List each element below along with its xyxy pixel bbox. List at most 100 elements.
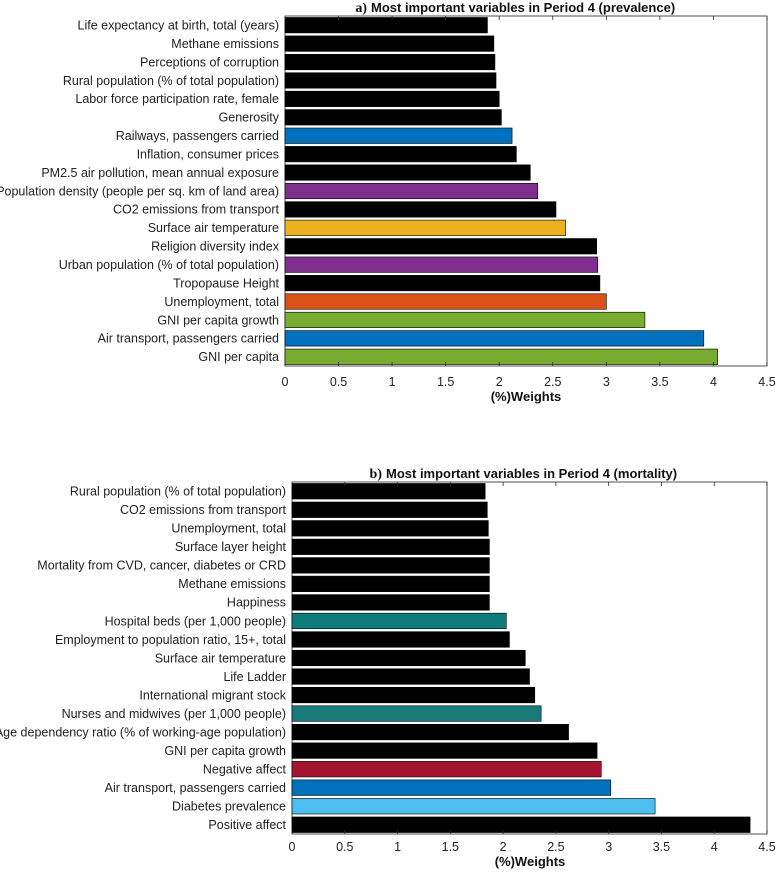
chart-a-bar-18 [284, 330, 705, 347]
chart-a-category-label-19: GNI per capita [198, 350, 279, 364]
chart-b-bar-11 [291, 668, 530, 685]
chart-a-category-label-9: PM2.5 air pollution, mean annual exposur… [41, 166, 279, 180]
chart-a-category-label-4: Rural population (% of total population) [63, 74, 279, 88]
chart-a-bar-2 [284, 35, 495, 52]
chart-a-x-ticks: 0 0.5 1 1.5 2 2.5 3 3.5 4 4.5 [282, 16, 776, 389]
chart-a-bar-13 [284, 238, 597, 255]
chart-b-title: Most important variables in Period 4 (mo… [386, 466, 677, 481]
chart-b-category-label-12: International migrant stock [139, 688, 286, 702]
chart-a-bar-1 [284, 17, 488, 34]
chart-b-bar-13 [291, 705, 542, 722]
chart-a-category-label-7: Railways, passengers carried [116, 129, 279, 143]
chart-a-bar-3 [284, 54, 496, 71]
chart-b-category-label-15: GNI per capita growth [164, 744, 286, 758]
chart-a-x-axis-title: (%)Weights [491, 389, 562, 404]
chart-a: a) Most important variables in Period 4 … [0, 0, 776, 404]
chart-b-x-tick-label-2: 0.5 [336, 840, 353, 854]
chart-a-bar-10 [284, 182, 539, 200]
chart-a-x-tick-label-10: 4.5 [758, 375, 775, 389]
chart-b-x-tick-label-4: 1.5 [442, 840, 459, 854]
chart-b-category-label-11: Life Ladder [223, 670, 286, 684]
chart-a-category-label-3: Perceptions of corruption [140, 55, 279, 69]
chart-a-x-tick-label-9: 4 [710, 375, 717, 389]
chart-b-category-label-5: Mortality from CVD, cancer, diabetes or … [37, 559, 286, 573]
chart-a-category-labels: Life expectancy at birth, total (years) M… [0, 19, 280, 365]
chart-a-category-label-17: GNI per capita growth [157, 313, 279, 327]
chart-b-x-tick-label-3: 1 [394, 840, 401, 854]
chart-a-bar-14 [284, 256, 599, 273]
chart-b-bar-8 [291, 612, 507, 630]
chart-b-category-label-19: Positive affect [208, 818, 286, 832]
chart-b-bars [291, 483, 751, 833]
chart-a-category-label-5: Labor force participation rate, female [75, 92, 279, 106]
chart-b: b) Most important variables in Period 4 … [0, 466, 776, 869]
chart-a-category-label-18: Air transport, passengers carried [98, 332, 279, 346]
chart-b-bar-1 [291, 483, 486, 500]
chart-a-category-label-10: Population density (people per sq. km of… [0, 184, 279, 198]
chart-b-panel-letter: b) [370, 467, 383, 482]
chart-b-category-label-3: Unemployment, total [171, 522, 286, 536]
chart-b-bar-12 [291, 686, 536, 704]
chart-b-bar-5 [291, 557, 490, 574]
chart-b-bar-18 [291, 798, 656, 815]
chart-a-bar-11 [284, 201, 557, 218]
chart-b-x-axis-title: (%)Weights [495, 854, 566, 869]
chart-b-x-tick-label-7: 3 [605, 840, 612, 854]
chart-a-bar-6 [284, 109, 502, 126]
chart-a-bar-4 [284, 72, 497, 89]
chart-a-bar-7 [284, 127, 513, 144]
chart-b-bar-4 [291, 538, 490, 555]
chart-b-x-tick-label-8: 3.5 [653, 840, 670, 854]
chart-b-x-tick-label-1: 0 [289, 840, 296, 854]
chart-b-bar-14 [291, 724, 569, 741]
chart-b-category-label-10: Surface air temperature [155, 651, 286, 665]
chart-a-bar-5 [284, 90, 500, 107]
chart-b-bar-19 [291, 816, 751, 833]
chart-b-category-label-2: CO2 emissions from transport [120, 503, 287, 517]
chart-a-x-tick-label-1: 0 [282, 375, 289, 389]
chart-b-category-label-13: Nurses and midwives (per 1,000 people) [62, 707, 286, 721]
chart-b-category-label-18: Diabetes prevalence [172, 800, 286, 814]
chart-b-bar-10 [291, 649, 526, 667]
chart-b-x-tick-label-10: 4.5 [758, 840, 775, 854]
chart-a-category-label-13: Religion diversity index [151, 240, 280, 254]
chart-b-bar-6 [291, 575, 490, 592]
chart-b-category-label-17: Air transport, passengers carried [105, 781, 286, 795]
chart-b-x-tick-label-6: 2.5 [547, 840, 564, 854]
chart-b-bar-17 [291, 779, 612, 796]
chart-b-x-ticks: 0 0.5 1 1.5 2 2.5 3 3.5 4 4.5 [289, 482, 776, 854]
chart-b-bar-9 [291, 631, 510, 648]
chart-a-bar-12 [284, 219, 566, 236]
chart-a-category-label-8: Inflation, consumer prices [137, 147, 279, 161]
chart-a-category-label-1: Life expectancy at birth, total (years) [78, 19, 279, 33]
chart-a-category-label-12: Surface air temperature [148, 221, 279, 235]
chart-a-bars [284, 17, 719, 365]
chart-b-category-label-6: Methane emissions [178, 577, 286, 591]
chart-a-x-tick-label-4: 1.5 [437, 375, 454, 389]
chart-b-bar-3 [291, 520, 489, 537]
chart-b-category-label-9: Employment to population ratio, 15+, tot… [55, 633, 286, 647]
chart-a-panel-letter: a) [355, 1, 367, 16]
chart-b-x-tick-label-9: 4 [711, 840, 718, 854]
chart-b-category-labels: Rural population (% of total population)… [0, 485, 287, 832]
chart-b-bar-7 [291, 594, 490, 611]
chart-a-bar-15 [284, 275, 601, 292]
chart-a-x-tick-label-6: 2.5 [544, 375, 561, 389]
chart-a-category-label-11: CO2 emissions from transport [113, 203, 280, 217]
chart-a-x-tick-label-5: 2 [496, 375, 503, 389]
chart-a-x-tick-label-7: 3 [603, 375, 610, 389]
chart-b-category-label-7: Happiness [227, 596, 286, 610]
chart-a-category-label-2: Methane emissions [171, 37, 279, 51]
chart-a-bar-8 [284, 146, 517, 163]
chart-a-bar-17 [284, 311, 646, 328]
chart-b-category-label-14: Age dependency ratio (% of working-age p… [0, 725, 286, 739]
chart-b-bar-2 [291, 501, 488, 518]
chart-b-bar-15 [291, 742, 598, 759]
chart-b-category-label-8: Hospital beds (per 1,000 people) [105, 614, 286, 628]
chart-b-x-tick-label-5: 2 [500, 840, 507, 854]
chart-a-bar-19 [284, 348, 719, 365]
chart-a-x-tick-label-8: 3.5 [651, 375, 668, 389]
chart-a-title: Most important variables in Period 4 (pr… [371, 0, 675, 15]
chart-a-bar-9 [284, 164, 531, 181]
chart-a-x-tick-label-2: 0.5 [330, 375, 347, 389]
